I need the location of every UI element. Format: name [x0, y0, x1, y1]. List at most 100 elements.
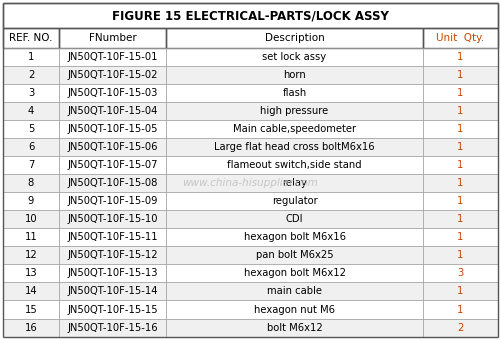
Text: Main cable,speedometer: Main cable,speedometer: [233, 124, 356, 134]
Bar: [166, 283, 423, 301]
Bar: [2, 228, 59, 246]
Text: bolt M6x12: bolt M6x12: [266, 323, 322, 333]
Bar: [423, 120, 498, 138]
Text: hexagon bolt M6x12: hexagon bolt M6x12: [244, 268, 346, 278]
Bar: [2, 210, 59, 228]
Text: horn: horn: [283, 70, 306, 80]
Bar: [2, 156, 59, 174]
Bar: [60, 192, 166, 210]
Text: 15: 15: [24, 305, 38, 314]
Bar: [2, 120, 59, 138]
Bar: [60, 319, 166, 337]
Text: 1: 1: [457, 88, 464, 98]
Text: high pressure: high pressure: [260, 106, 328, 116]
Text: REF. NO.: REF. NO.: [9, 33, 52, 43]
Text: JN50QT-10F-15-04: JN50QT-10F-15-04: [68, 106, 158, 116]
Text: 1: 1: [28, 52, 34, 62]
Bar: [60, 120, 166, 138]
Bar: [423, 28, 498, 48]
Bar: [166, 174, 423, 192]
Text: 9: 9: [28, 196, 34, 206]
Bar: [60, 301, 166, 319]
Bar: [423, 102, 498, 120]
Bar: [60, 156, 166, 174]
Text: regulator: regulator: [272, 196, 318, 206]
Text: 4: 4: [28, 106, 34, 116]
Text: www.china-hisupplier.com: www.china-hisupplier.com: [182, 178, 318, 188]
Bar: [166, 301, 423, 319]
Text: JN50QT-10F-15-06: JN50QT-10F-15-06: [68, 142, 158, 152]
Bar: [60, 246, 166, 265]
Bar: [2, 283, 59, 301]
Text: JN50QT-10F-15-01: JN50QT-10F-15-01: [68, 52, 158, 62]
Text: Unit  Qty.: Unit Qty.: [436, 33, 484, 43]
Bar: [166, 192, 423, 210]
Text: JN50QT-10F-15-07: JN50QT-10F-15-07: [68, 160, 158, 170]
Text: 8: 8: [28, 178, 34, 188]
Text: main cable: main cable: [267, 286, 322, 296]
Bar: [423, 228, 498, 246]
Text: set lock assy: set lock assy: [262, 52, 326, 62]
Text: 12: 12: [24, 250, 38, 260]
Text: JN50QT-10F-15-03: JN50QT-10F-15-03: [68, 88, 158, 98]
Text: 3: 3: [28, 88, 34, 98]
Text: flameout switch,side stand: flameout switch,side stand: [227, 160, 362, 170]
Bar: [423, 138, 498, 156]
Text: JN50QT-10F-15-08: JN50QT-10F-15-08: [68, 178, 158, 188]
Bar: [423, 84, 498, 102]
Text: 1: 1: [457, 142, 464, 152]
Bar: [2, 84, 59, 102]
Text: 2: 2: [28, 70, 34, 80]
Text: 1: 1: [457, 250, 464, 260]
Text: FIGURE 15 ELECTRICAL-PARTS/LOCK ASSY: FIGURE 15 ELECTRICAL-PARTS/LOCK ASSY: [112, 9, 388, 22]
Bar: [423, 319, 498, 337]
Bar: [166, 48, 423, 66]
Bar: [423, 246, 498, 265]
Bar: [60, 283, 166, 301]
Bar: [423, 174, 498, 192]
Bar: [2, 28, 59, 48]
Text: 5: 5: [28, 124, 34, 134]
Text: 2: 2: [457, 323, 464, 333]
Text: 3: 3: [458, 268, 464, 278]
Text: Description: Description: [264, 33, 324, 43]
Bar: [423, 210, 498, 228]
Text: 7: 7: [28, 160, 34, 170]
Text: 1: 1: [457, 124, 464, 134]
Bar: [2, 174, 59, 192]
Bar: [60, 138, 166, 156]
Text: 1: 1: [457, 214, 464, 224]
Bar: [2, 192, 59, 210]
Bar: [2, 66, 59, 84]
Bar: [2, 138, 59, 156]
Text: JN50QT-10F-15-09: JN50QT-10F-15-09: [68, 196, 158, 206]
Text: FNumber: FNumber: [89, 33, 136, 43]
Text: 1: 1: [457, 106, 464, 116]
Text: 1: 1: [457, 178, 464, 188]
Text: 11: 11: [24, 232, 38, 242]
Bar: [166, 228, 423, 246]
Bar: [2, 301, 59, 319]
Bar: [166, 265, 423, 283]
Text: JN50QT-10F-15-10: JN50QT-10F-15-10: [68, 214, 158, 224]
Bar: [60, 84, 166, 102]
Text: 6: 6: [28, 142, 34, 152]
Text: 1: 1: [457, 232, 464, 242]
Text: JN50QT-10F-15-02: JN50QT-10F-15-02: [68, 70, 158, 80]
Text: 1: 1: [457, 70, 464, 80]
Bar: [166, 120, 423, 138]
Text: 10: 10: [24, 214, 38, 224]
Text: JN50QT-10F-15-16: JN50QT-10F-15-16: [68, 323, 158, 333]
Bar: [166, 102, 423, 120]
Bar: [166, 84, 423, 102]
Bar: [2, 246, 59, 265]
Bar: [423, 48, 498, 66]
Bar: [166, 156, 423, 174]
Bar: [60, 265, 166, 283]
Text: 13: 13: [24, 268, 38, 278]
Text: JN50QT-10F-15-12: JN50QT-10F-15-12: [68, 250, 158, 260]
Bar: [166, 210, 423, 228]
Bar: [2, 265, 59, 283]
Bar: [60, 174, 166, 192]
Text: JN50QT-10F-15-15: JN50QT-10F-15-15: [68, 305, 158, 314]
